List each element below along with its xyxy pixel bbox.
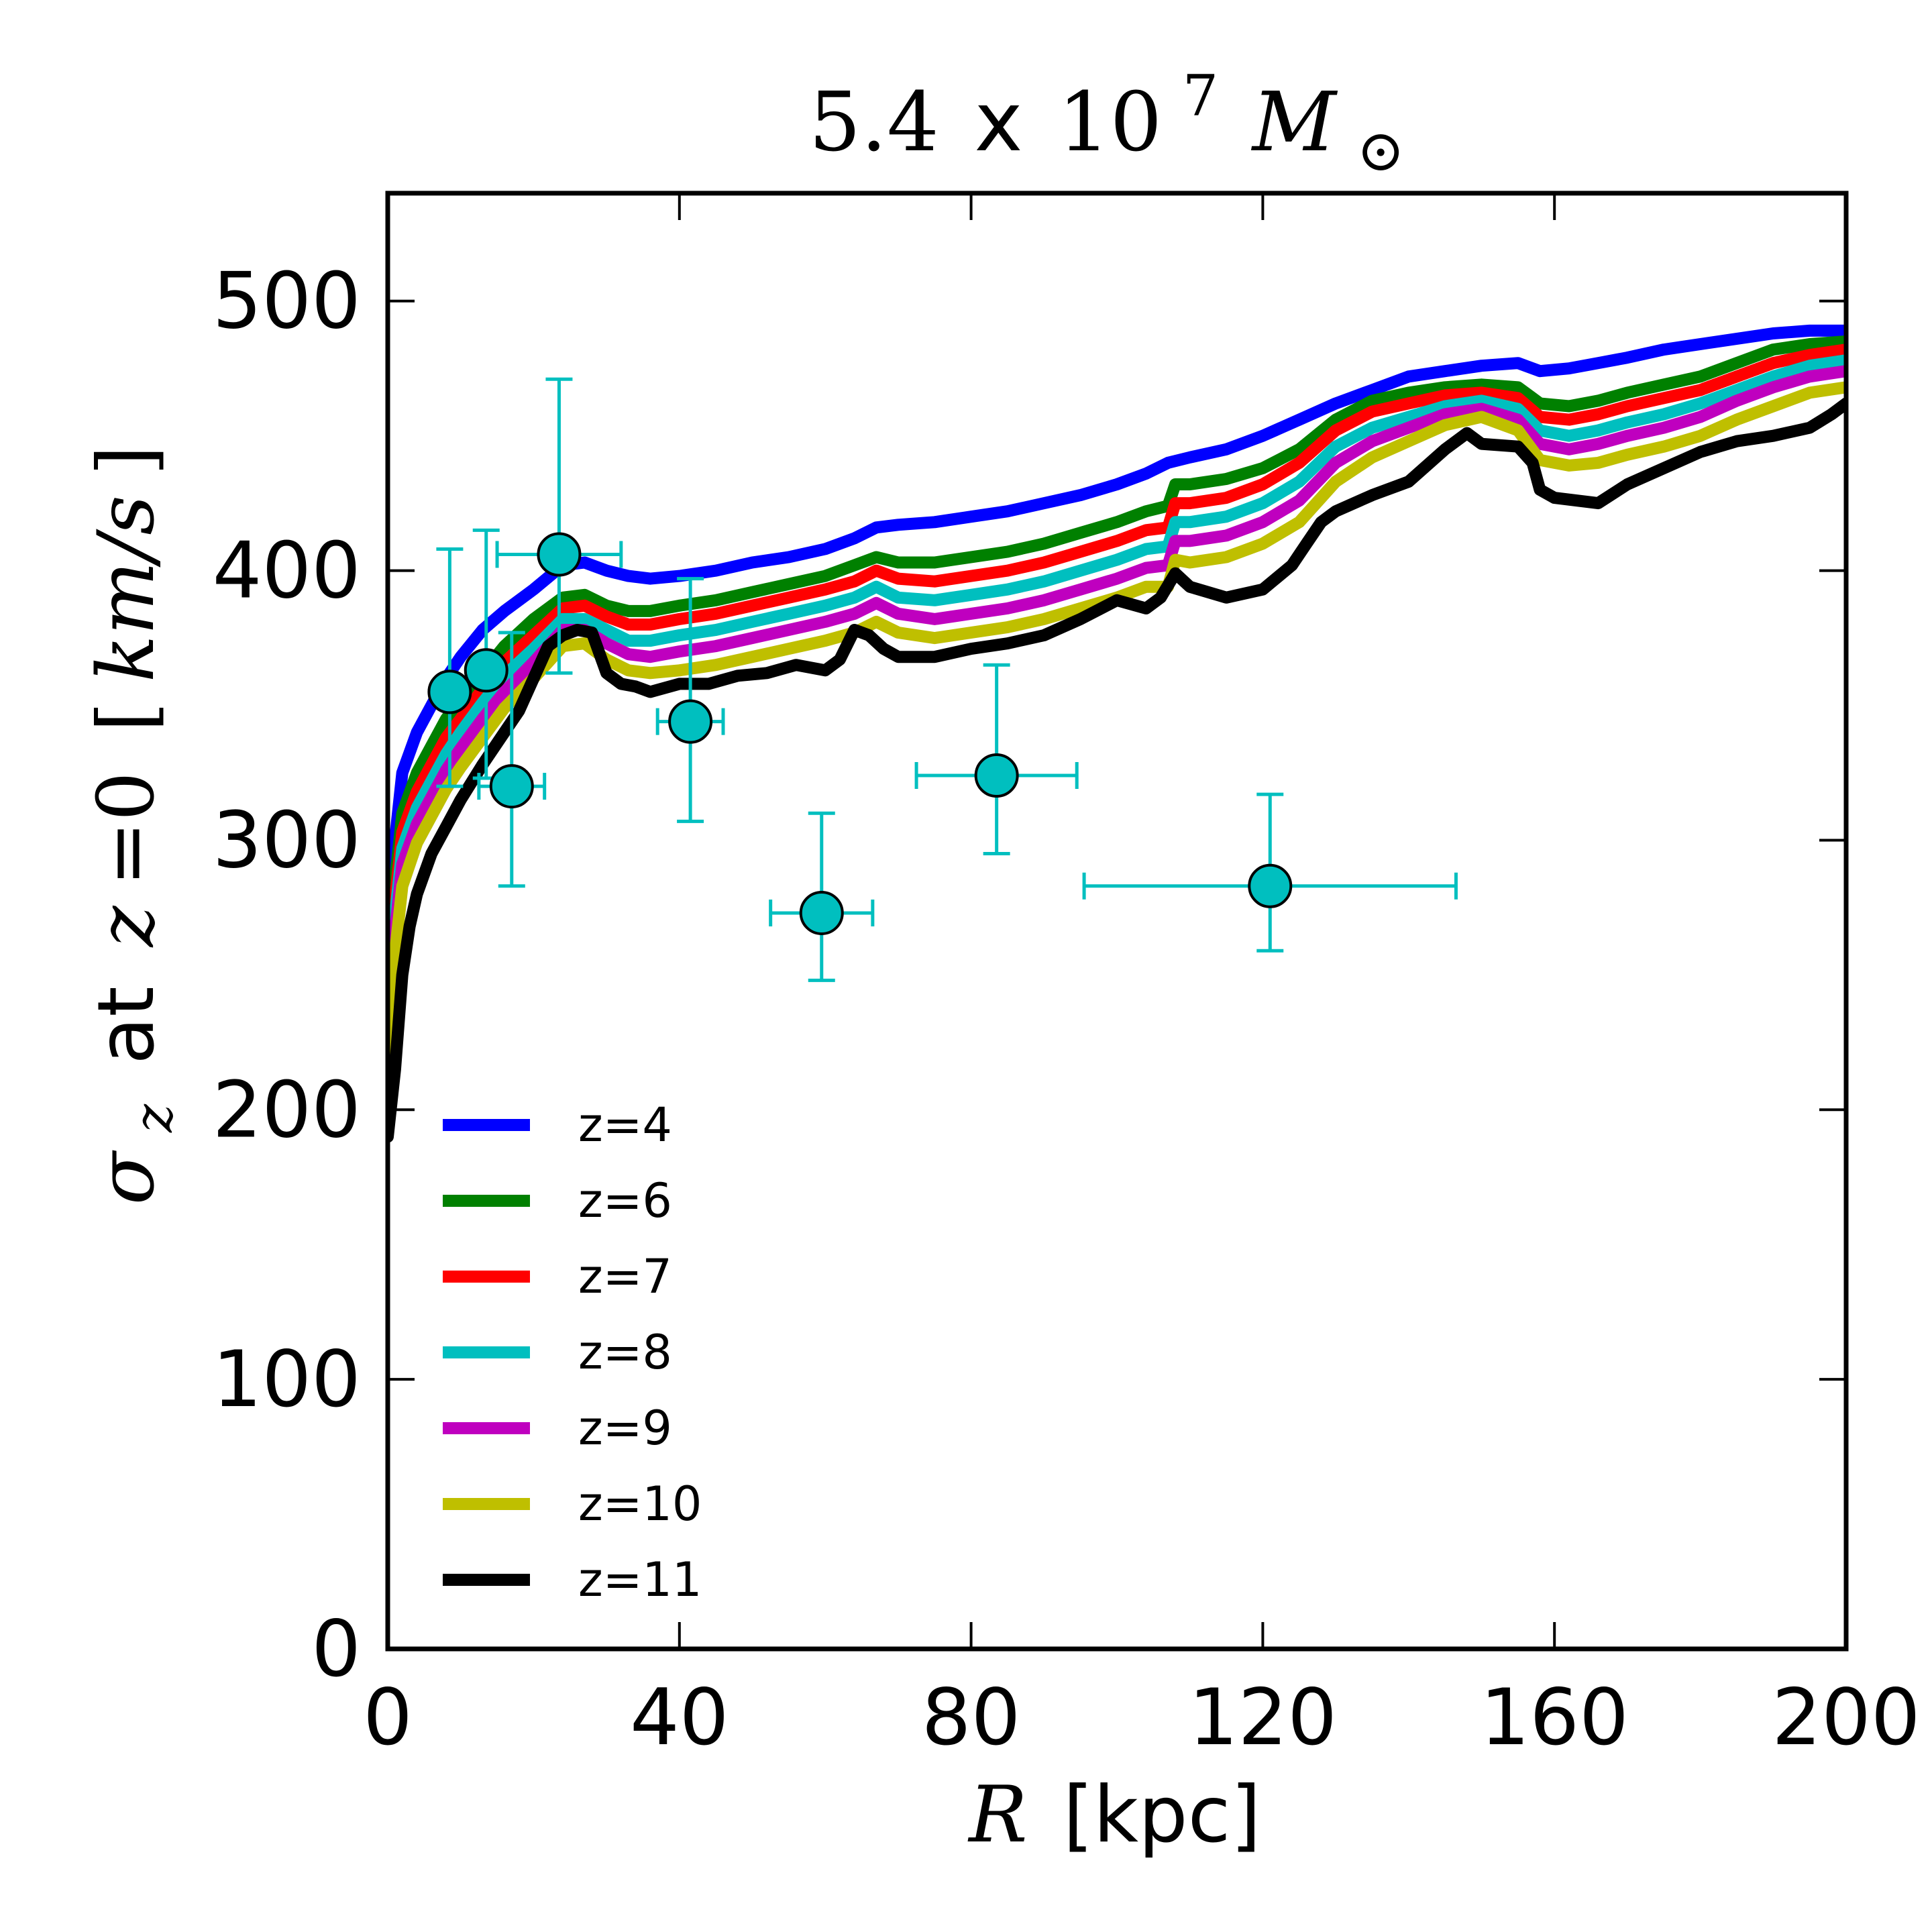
y-tick-label: 500 bbox=[213, 256, 361, 347]
observation-marker bbox=[489, 764, 534, 809]
x-tick-label: 0 bbox=[363, 1672, 413, 1763]
observation-point bbox=[477, 631, 547, 888]
xlabel-unit: [kpc] bbox=[1063, 1770, 1261, 1860]
title-coefficient: 5.4 bbox=[809, 74, 939, 170]
x-tick-label: 160 bbox=[1480, 1672, 1628, 1763]
x-tick-label: 120 bbox=[1189, 1672, 1337, 1763]
legend-entry-z-9: z=9 bbox=[443, 1401, 672, 1456]
observation-point bbox=[1082, 792, 1458, 953]
observation-point bbox=[914, 663, 1079, 856]
ylabel-unit-open: [ bbox=[81, 702, 172, 732]
y-tick-label: 100 bbox=[213, 1334, 361, 1425]
legend-label: z=11 bbox=[578, 1552, 702, 1607]
observation-marker bbox=[668, 699, 713, 744]
series-line-z-4 bbox=[388, 324, 1846, 955]
observation-marker bbox=[427, 669, 472, 714]
legend-entry-z-11: z=11 bbox=[443, 1552, 702, 1607]
observation-point bbox=[655, 577, 725, 823]
y-axis-label: σ z at z =0 [ km/s ] bbox=[81, 445, 189, 1205]
observation-marker bbox=[464, 648, 508, 693]
series-line-z-9 bbox=[388, 365, 1846, 1046]
legend-entry-z-4: z=4 bbox=[443, 1097, 672, 1152]
legend-label: z=9 bbox=[578, 1401, 672, 1456]
observation-point bbox=[464, 528, 508, 780]
series-line-z-8 bbox=[388, 354, 1846, 1030]
chart-title: 5.4 x 10 7 M ⊙ bbox=[809, 43, 1405, 184]
title-exponent: 7 bbox=[1183, 63, 1218, 129]
observation-point bbox=[769, 811, 875, 982]
observation-marker bbox=[799, 890, 844, 935]
legend-entry-z-8: z=8 bbox=[443, 1325, 672, 1380]
legend-entry-z-10: z=10 bbox=[443, 1477, 702, 1532]
observation-marker bbox=[537, 532, 582, 577]
x-tick-label: 200 bbox=[1772, 1672, 1920, 1763]
series-line-z-10 bbox=[388, 381, 1846, 1067]
legend-label: z=4 bbox=[578, 1097, 672, 1152]
legend: z=4 z=6 z=7 z=8 z=9 z=10 z=11 bbox=[443, 1097, 702, 1607]
title-solar-symbol: ⊙ bbox=[1356, 117, 1405, 184]
ylabel-subscript: z bbox=[122, 1104, 184, 1133]
title-base: 10 bbox=[1058, 74, 1162, 170]
observation-point bbox=[495, 377, 623, 675]
ylabel-unit-close: ] bbox=[81, 445, 172, 476]
plot-frame bbox=[385, 191, 1849, 1652]
y-tick-label: 300 bbox=[213, 795, 361, 885]
legend-label: z=6 bbox=[578, 1173, 672, 1228]
series-line-z-11 bbox=[388, 397, 1846, 1143]
title-times: x bbox=[974, 74, 1022, 170]
y-tick-label: 200 bbox=[213, 1065, 361, 1155]
observation-marker bbox=[1248, 863, 1293, 908]
legend-label: z=10 bbox=[578, 1477, 702, 1532]
series-line-z-7 bbox=[388, 343, 1846, 1014]
title-mass-symbol: M bbox=[1251, 74, 1338, 170]
ylabel-word: at bbox=[81, 986, 172, 1065]
svg-text:σ z at z: σ z at z =0 [ km/s ] bbox=[81, 445, 189, 1205]
observation-marker bbox=[974, 753, 1019, 798]
ylabel-equals: =0 bbox=[81, 771, 172, 886]
observation-point bbox=[427, 547, 472, 788]
x-tick-label: 40 bbox=[630, 1672, 729, 1763]
x-tick-label: 80 bbox=[922, 1672, 1021, 1763]
ylabel-sigma: σ bbox=[81, 1150, 172, 1205]
ylabel-redshift: z bbox=[81, 905, 172, 948]
legend-label: z=7 bbox=[578, 1249, 672, 1304]
xlabel-symbol: R bbox=[967, 1770, 1027, 1860]
legend-entry-z-7: z=7 bbox=[443, 1249, 672, 1304]
x-axis-label: R [kpc] bbox=[967, 1770, 1260, 1860]
axis-tick-labels: 0 40 80 120 160 200 0 100 200 300 400 500 bbox=[213, 256, 1921, 1763]
y-tick-label: 0 bbox=[311, 1604, 361, 1695]
legend-entry-z-6: z=6 bbox=[443, 1173, 672, 1228]
legend-label: z=8 bbox=[578, 1325, 672, 1380]
y-tick-label: 400 bbox=[213, 526, 361, 616]
ylabel-unit: km/s bbox=[81, 495, 172, 682]
observation-points bbox=[427, 377, 1458, 982]
